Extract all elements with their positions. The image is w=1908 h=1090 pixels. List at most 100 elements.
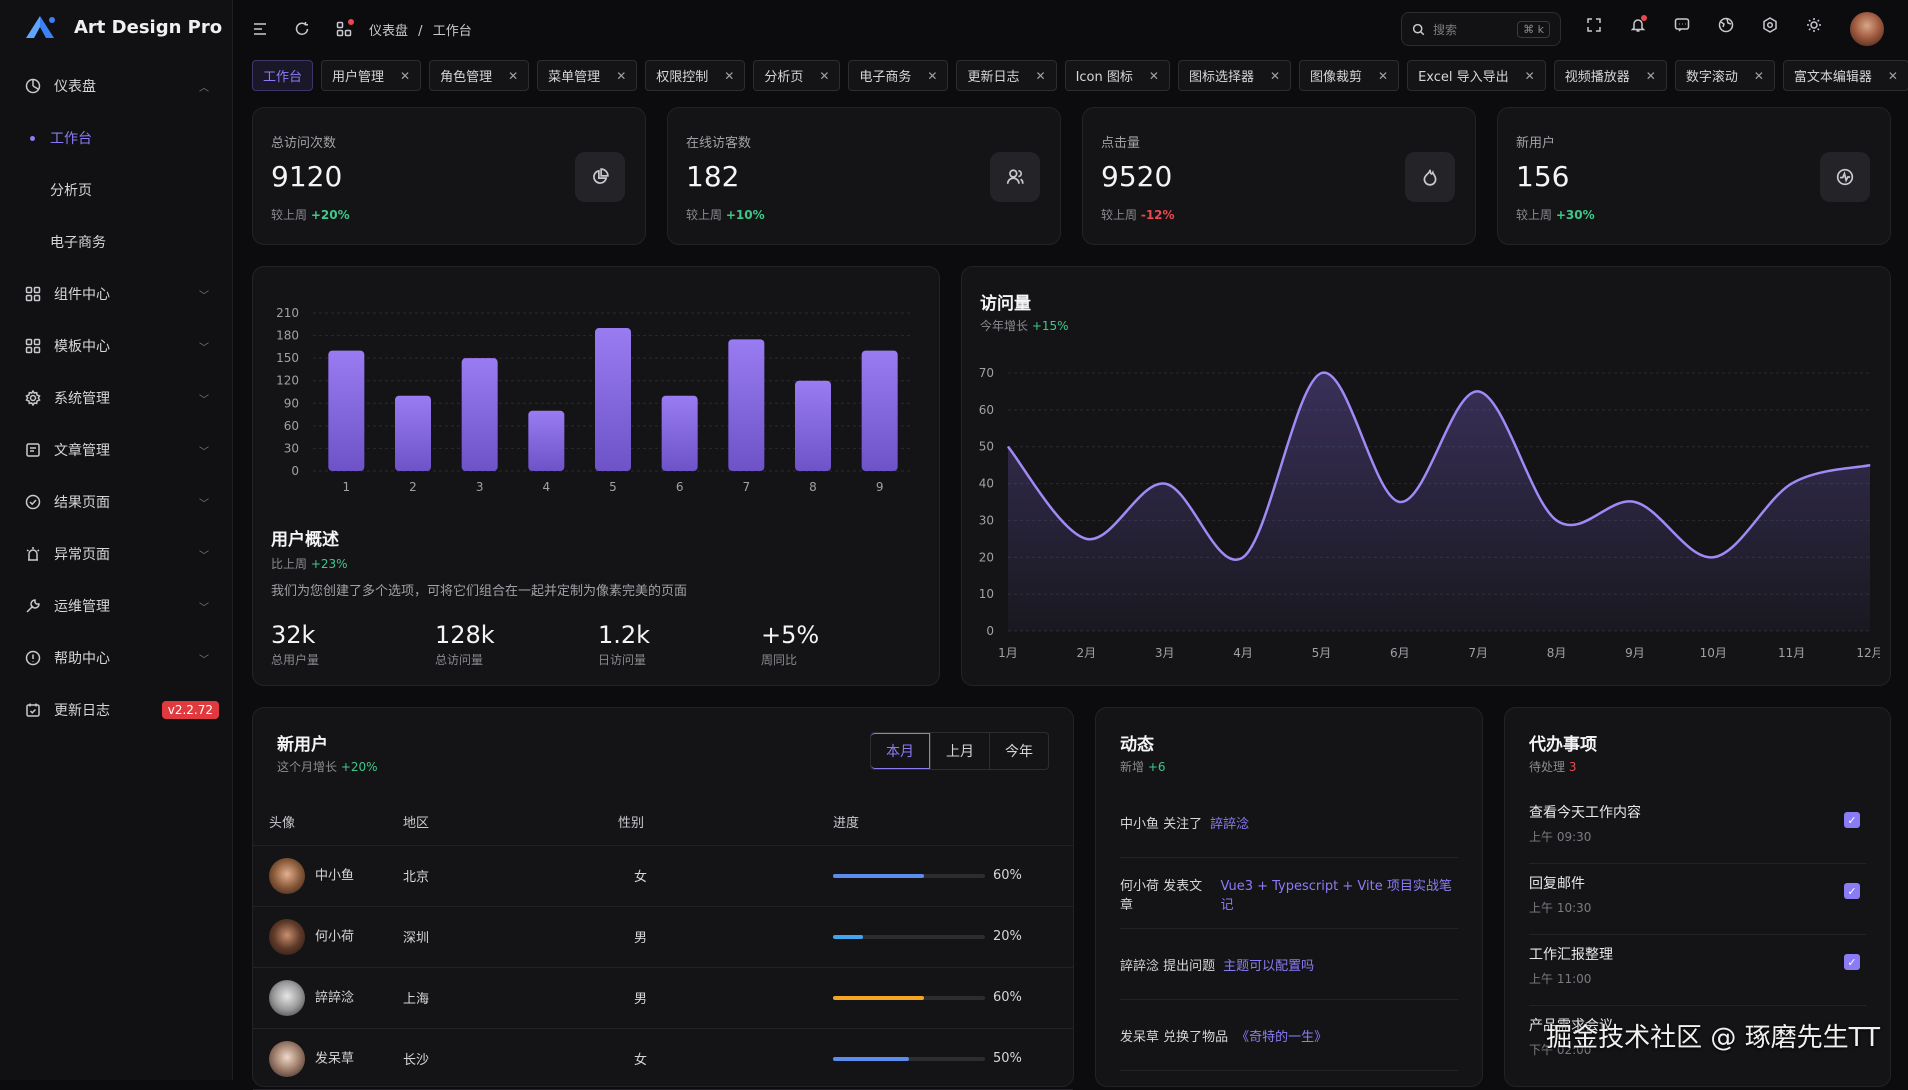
close-icon[interactable]: ✕: [1036, 69, 1046, 83]
grid-icon: [24, 285, 42, 303]
logo[interactable]: Art Design Pro: [26, 14, 222, 40]
user-region: 深圳: [403, 906, 618, 967]
close-icon[interactable]: ✕: [1646, 69, 1656, 83]
pie-chart-icon: [575, 152, 625, 202]
sidebar-item-dashboard[interactable]: 仪表盘︿: [0, 60, 233, 112]
tab-editor[interactable]: 富文本编辑器 ✕: [1783, 60, 1908, 91]
sidebar-item-result[interactable]: 结果页面﹀: [0, 476, 233, 528]
user-avatar[interactable]: [1850, 12, 1884, 46]
activity-count-value: +6: [1148, 760, 1166, 774]
kpi-weekly: +5%周同比: [761, 621, 925, 668]
close-icon[interactable]: ✕: [819, 69, 829, 83]
activity-text: 何小荷 发表文章: [1120, 875, 1212, 913]
close-icon[interactable]: ✕: [616, 69, 626, 83]
tab-workbench[interactable]: 工作台: [252, 60, 313, 91]
close-icon[interactable]: ✕: [508, 69, 518, 83]
tab-count[interactable]: 数字滚动 ✕: [1675, 60, 1775, 91]
tab-ecommerce[interactable]: 电子商务 ✕: [848, 60, 948, 91]
article-icon: [24, 441, 42, 459]
data-point: [1321, 373, 1322, 374]
x-tick-label: 1: [343, 480, 351, 494]
sidebar-item-system[interactable]: 系统管理﹀: [0, 372, 233, 424]
new-users-growth-value: +20%: [341, 760, 378, 774]
sidebar-item-label: 异常页面: [54, 544, 110, 564]
tab-icons[interactable]: Icon 图标✕: [1065, 60, 1170, 91]
activity-link[interactable]: 《奇特的一生》: [1236, 1026, 1327, 1045]
tab-changelog[interactable]: 更新日志✕: [956, 60, 1056, 91]
tab-label: 电子商务: [859, 66, 911, 85]
tab-permission[interactable]: 权限控制✕: [645, 60, 745, 91]
close-icon[interactable]: ✕: [1525, 69, 1535, 83]
close-icon[interactable]: ✕: [1270, 69, 1280, 83]
sidebar-item-workbench[interactable]: 工作台: [0, 112, 233, 164]
close-icon[interactable]: ✕: [1754, 69, 1764, 83]
close-icon[interactable]: ✕: [1888, 69, 1898, 83]
tab-analysis[interactable]: 分析页✕: [753, 60, 840, 91]
sidebar-item-components[interactable]: 组件中心﹀: [0, 268, 233, 320]
todo-checkbox[interactable]: ✓: [1844, 954, 1860, 970]
breadcrumb-item[interactable]: 仪表盘: [369, 24, 408, 39]
bar: [662, 396, 698, 471]
chevron-down-icon: ﹀: [199, 599, 209, 614]
bar: [862, 351, 898, 471]
progress-fill: [833, 935, 863, 939]
close-icon[interactable]: ✕: [1149, 69, 1159, 83]
activity-item: 中小鱼 关注了誶誶淰: [1120, 788, 1458, 858]
version-badge: v2.2.72: [162, 701, 219, 719]
stat-label: 总访问次数: [271, 132, 336, 151]
todo-checkbox[interactable]: ✓: [1844, 812, 1860, 828]
activity-link[interactable]: 誶誶淰: [1210, 813, 1249, 832]
tab-image-crop[interactable]: 图像裁剪✕: [1299, 60, 1399, 91]
sidebar-item-help[interactable]: 帮助中心﹀: [0, 632, 233, 684]
table-row[interactable]: 何小荷 深圳 男 20%: [253, 906, 1073, 967]
new-users-table: 头像 地区 性别 进度 中小鱼 北京 女 60% 何小荷 深圳 男 20% 誶誶…: [253, 799, 1073, 1090]
tab-label: 富文本编辑器: [1794, 66, 1872, 85]
search-icon: [1412, 23, 1425, 36]
refresh-icon[interactable]: [291, 18, 313, 40]
search-input[interactable]: 搜索 ⌘ k: [1401, 12, 1561, 46]
period-this-year[interactable]: 今年: [989, 733, 1048, 769]
activity-link[interactable]: Vue3 + Typescript + Vite 项目实战笔记: [1220, 875, 1458, 913]
sun-icon[interactable]: [1803, 14, 1825, 36]
sidebar-item-exception[interactable]: 异常页面﹀: [0, 528, 233, 580]
tab-excel[interactable]: Excel 导入导出✕: [1407, 60, 1546, 91]
stat-card-new-users: 新用户 156 较上周 +30%: [1497, 107, 1891, 245]
tab-label: 数字滚动: [1686, 66, 1738, 85]
activity-link[interactable]: 主题可以配置吗: [1223, 955, 1314, 974]
toolbar-icons: [1583, 14, 1825, 36]
close-icon[interactable]: ✕: [724, 69, 734, 83]
avatar: [269, 858, 305, 894]
tab-menus[interactable]: 菜单管理✕: [537, 60, 637, 91]
progress-fill: [833, 996, 924, 1000]
tab-icon-picker[interactable]: 图标选择器✕: [1178, 60, 1291, 91]
tab-roles[interactable]: 角色管理✕: [429, 60, 529, 91]
table-row[interactable]: 誶誶淰 上海 男 60%: [253, 967, 1073, 1028]
stat-change: -12%: [1141, 208, 1175, 222]
fullscreen-icon[interactable]: [1583, 14, 1605, 36]
stat-compare-label: 较上周: [271, 208, 307, 222]
stat-compare: 较上周 +30%: [1516, 206, 1595, 223]
menu-fold-icon[interactable]: [249, 18, 271, 40]
chat-icon[interactable]: [1671, 14, 1693, 36]
apps-icon[interactable]: [333, 18, 355, 40]
sidebar-item-ops[interactable]: 运维管理﹀: [0, 580, 233, 632]
todo-checkbox[interactable]: ✓: [1844, 883, 1860, 899]
sidebar-item-ecommerce[interactable]: 电子商务: [0, 216, 233, 268]
tab-users[interactable]: 用户管理✕: [321, 60, 421, 91]
period-this-month[interactable]: 本月: [871, 733, 930, 769]
sidebar-item-articles[interactable]: 文章管理﹀: [0, 424, 233, 476]
close-icon[interactable]: ✕: [1378, 69, 1388, 83]
table-row[interactable]: 中小鱼 北京 女 60%: [253, 845, 1073, 906]
y-tick-label: 60: [979, 403, 994, 417]
close-icon[interactable]: ✕: [400, 69, 410, 83]
settings-icon[interactable]: [1759, 14, 1781, 36]
sidebar-item-analysis[interactable]: 分析页: [0, 164, 233, 216]
tab-video[interactable]: 视频播放器✕: [1554, 60, 1667, 91]
period-last-month[interactable]: 上月: [930, 733, 989, 769]
close-icon[interactable]: ✕: [927, 69, 937, 83]
search-placeholder: 搜索: [1433, 21, 1457, 38]
sidebar-item-templates[interactable]: 模板中心﹀: [0, 320, 233, 372]
globe-icon[interactable]: [1715, 14, 1737, 36]
bell-icon[interactable]: [1627, 14, 1649, 36]
